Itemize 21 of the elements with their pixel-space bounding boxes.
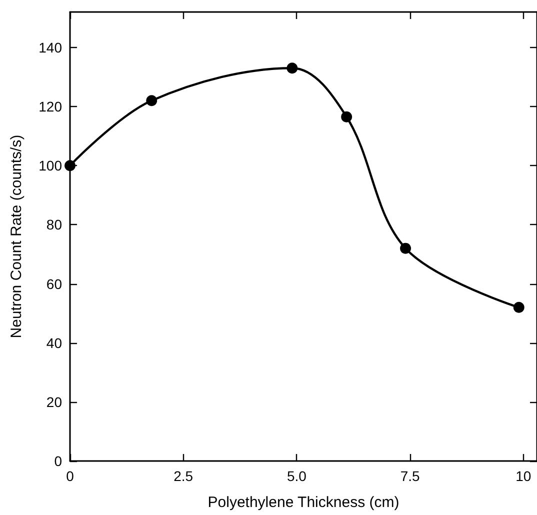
point	[286, 62, 298, 74]
point	[341, 111, 352, 122]
x-tick-label: 5.0	[286, 468, 307, 484]
y-axis-title: Neutron Count Rate (counts/s)	[8, 134, 25, 338]
y-tick-label: 40	[46, 334, 62, 351]
x-tick-label: 0	[66, 468, 74, 484]
point	[513, 302, 524, 313]
y-tick-label: 120	[38, 98, 62, 115]
y-tick-label: 100	[38, 158, 62, 174]
x-tick-label: 10	[516, 468, 532, 484]
x-tick-label: 2.5	[174, 468, 194, 484]
y-tick-label: 20	[46, 394, 62, 410]
y-tick-label: 80	[46, 216, 62, 233]
point	[400, 242, 412, 254]
x-tick-label: 7.5	[400, 468, 420, 484]
y-tick-label: 140	[38, 39, 62, 56]
point	[146, 95, 158, 106]
y-tick-label: 60	[46, 276, 62, 292]
x-axis-title: Polyethylene Thickness (cm)	[208, 494, 400, 511]
point	[64, 160, 76, 172]
y-tick-label: 0	[54, 453, 62, 469]
